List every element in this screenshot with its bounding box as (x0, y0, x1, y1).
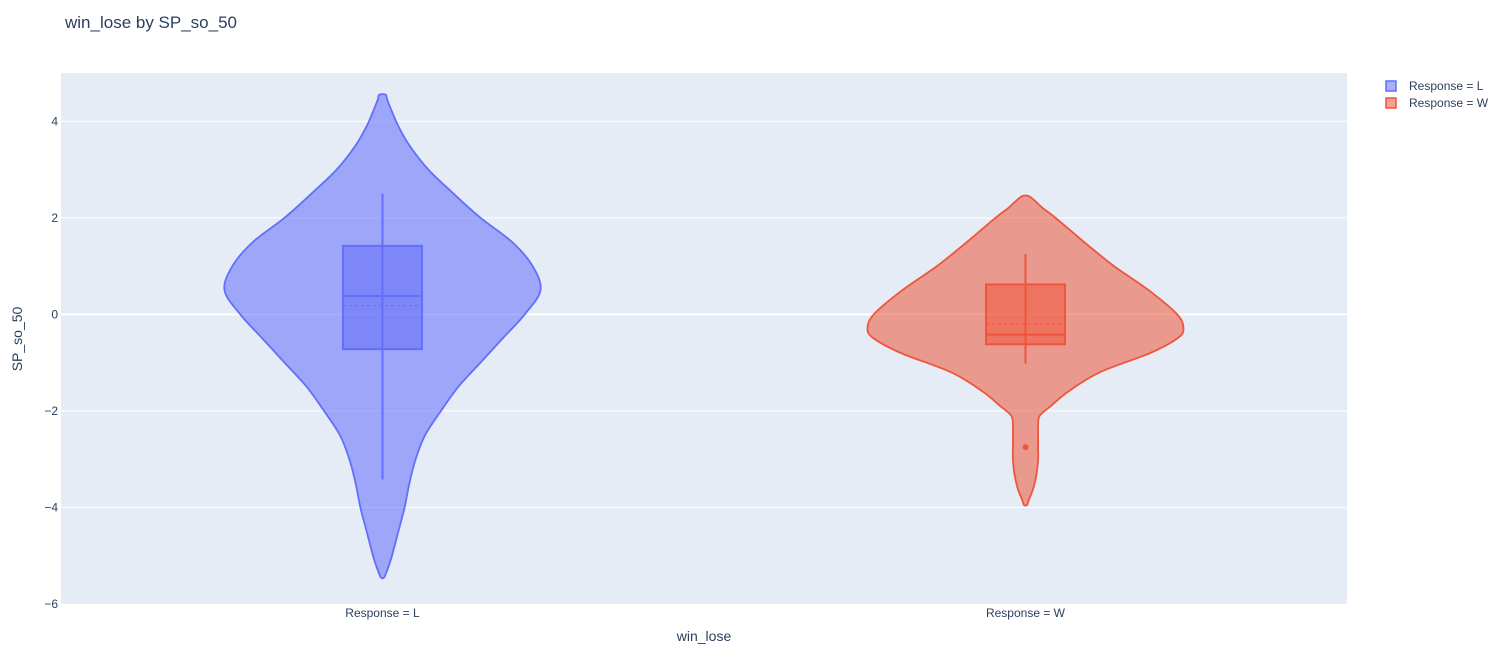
violins (223, 93, 1185, 580)
y-axis-ticks: 4 2 0 −2 −4 −6 (44, 114, 58, 611)
x-tick-label: Response = W (986, 606, 1066, 620)
violin-w (866, 194, 1185, 507)
legend: Response = L Response = W (1385, 79, 1489, 110)
y-tick-label: 2 (51, 211, 58, 225)
legend-swatch (1385, 97, 1397, 109)
x-tick-label: Response = L (345, 606, 420, 620)
outlier-point (1022, 444, 1029, 451)
legend-label: Response = W (1409, 96, 1489, 110)
legend-item[interactable]: Response = W (1385, 96, 1489, 110)
y-tick-label: −4 (44, 500, 58, 514)
iqr-box (342, 244, 423, 351)
chart-title: win_lose by SP_so_50 (64, 13, 237, 32)
legend-item[interactable]: Response = L (1385, 79, 1484, 93)
violin-l (223, 93, 542, 580)
legend-swatch (1385, 80, 1397, 92)
legend-label: Response = L (1409, 79, 1484, 93)
y-axis-title: SP_so_50 (9, 306, 25, 371)
y-tick-label: 0 (51, 307, 58, 321)
x-axis-ticks: Response = L Response = W (345, 606, 1065, 620)
y-tick-label: −2 (44, 404, 58, 418)
y-tick-label: −6 (44, 597, 58, 611)
y-tick-label: 4 (51, 114, 58, 128)
x-axis-title: win_lose (676, 628, 732, 644)
